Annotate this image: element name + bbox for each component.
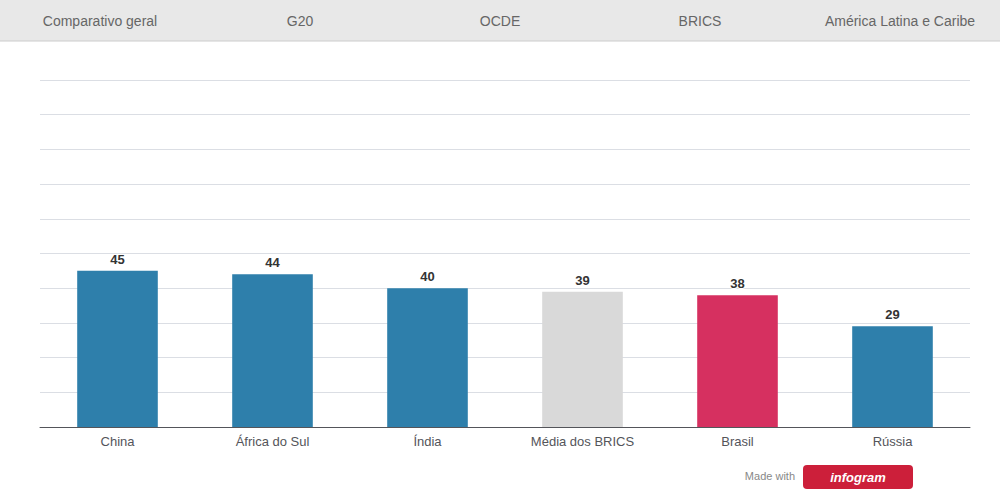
svg-text:China: China bbox=[101, 434, 136, 449]
svg-text:Brasil: Brasil bbox=[721, 434, 754, 449]
svg-text:40: 40 bbox=[420, 269, 434, 284]
svg-text:Comparativo geral: Comparativo geral bbox=[43, 13, 157, 29]
svg-text:África do Sul: África do Sul bbox=[236, 434, 310, 449]
svg-text:44: 44 bbox=[265, 255, 280, 270]
svg-text:G20: G20 bbox=[287, 13, 314, 29]
svg-text:39: 39 bbox=[575, 273, 589, 288]
svg-text:Rússia: Rússia bbox=[873, 434, 914, 449]
svg-text:Made with: Made with bbox=[745, 470, 795, 482]
svg-text:Índia: Índia bbox=[413, 434, 442, 449]
svg-text:29: 29 bbox=[885, 307, 899, 322]
svg-text:infogram: infogram bbox=[830, 470, 886, 485]
svg-text:38: 38 bbox=[730, 276, 744, 291]
svg-text:América Latina e Caribe: América Latina e Caribe bbox=[825, 13, 975, 29]
svg-text:45: 45 bbox=[110, 252, 124, 267]
svg-text:BRICS: BRICS bbox=[679, 13, 722, 29]
svg-text:Média dos BRICS: Média dos BRICS bbox=[531, 434, 635, 449]
svg-text:OCDE: OCDE bbox=[480, 13, 520, 29]
